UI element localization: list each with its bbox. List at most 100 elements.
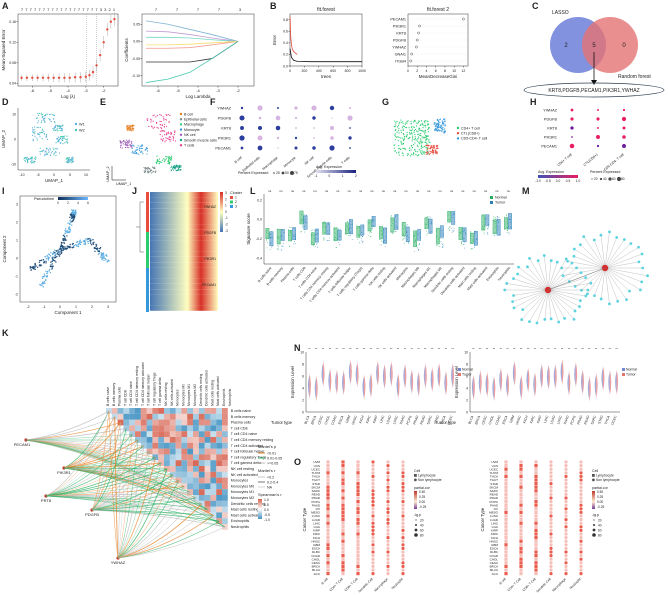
i-cell-point <box>105 254 107 256</box>
e-cell-point <box>134 150 136 152</box>
O1-dot <box>371 568 375 572</box>
h-legend-colorbar <box>538 175 578 178</box>
O2-dot <box>579 510 583 514</box>
i-cell-point <box>95 244 98 246</box>
g-cell-point-cd5 <box>443 132 445 134</box>
e-cell-point <box>130 126 132 128</box>
g-cell-point-cd4 <box>404 123 406 125</box>
l-jitter-point <box>293 227 295 229</box>
l-jitter-point <box>462 237 464 239</box>
k-spearman-tick: -0.5 <box>264 513 270 517</box>
O1-dot <box>341 518 345 522</box>
d-legend-w2-dot <box>74 128 78 132</box>
f-legend-color-tick: 1 <box>342 174 344 178</box>
e-cell-point <box>170 136 172 138</box>
k-gene-label: PRT8 <box>41 498 52 503</box>
k-heat-cell <box>222 419 228 426</box>
k-mantel-edge <box>114 416 119 559</box>
d-cell-point <box>61 125 63 127</box>
k-heat-cell <box>222 500 228 507</box>
h-dot <box>569 143 575 149</box>
a2-ytick-label: 0.00 <box>133 40 140 44</box>
l-jitter-point <box>507 217 508 219</box>
N1-cat-label: STAD <box>433 414 440 424</box>
k-heat-cell <box>210 489 217 495</box>
k-heat-cell <box>175 437 182 443</box>
l-jitter-point <box>338 232 340 234</box>
k-heat-cell <box>216 495 222 501</box>
i-cell-point <box>65 239 67 241</box>
h-row-label: PDGFB <box>544 117 558 121</box>
l-box <box>458 227 463 240</box>
O1-dot <box>386 518 390 522</box>
i-ytick-label: -1 <box>15 274 18 278</box>
i-cell-point <box>52 253 54 256</box>
g-legend-label-0: CD4+ T cell <box>461 126 480 130</box>
k-heat-cell <box>222 408 228 414</box>
k-mantel-edge <box>117 497 197 559</box>
e-cell-point <box>124 141 126 143</box>
e-cell-point <box>131 142 133 144</box>
e-cell-point <box>166 156 168 158</box>
k-heat-cell <box>175 454 182 461</box>
m-edge <box>521 289 549 320</box>
l-jitter-point <box>408 243 410 244</box>
i-cell-point <box>52 256 54 258</box>
g-cell-point-cd4 <box>420 147 422 150</box>
O1-dot <box>341 572 345 576</box>
d-cell-point <box>51 150 53 153</box>
e-cell-point <box>130 130 133 132</box>
d-cell-point <box>43 117 45 120</box>
O2-dot <box>579 572 583 576</box>
g-cell-point-cd4 <box>409 129 411 131</box>
m-edge <box>604 243 631 269</box>
l-jitter-point <box>316 243 318 245</box>
l-jitter-point <box>419 243 420 245</box>
l-jitter-point <box>312 229 313 231</box>
O1-legend-cell-label-1: Non lymphocyte <box>418 478 442 482</box>
l-jitter-point <box>483 218 485 220</box>
d-cell-point <box>41 131 44 134</box>
l-jitter-point <box>427 215 429 217</box>
O1-row-label: BLCA <box>312 568 320 572</box>
O2-row-label: UVM <box>491 460 498 464</box>
O1-row-label: PCPG <box>311 500 320 504</box>
O2-dot <box>549 525 553 529</box>
f-legend-colorbar <box>316 170 356 173</box>
O2-dot <box>534 510 538 514</box>
i-cell-point <box>72 245 75 247</box>
d-cell-point <box>52 147 54 149</box>
j-heat-row <box>150 235 218 241</box>
g-cell-point-ctl <box>427 144 430 147</box>
g-cell-point-cd4 <box>394 125 396 128</box>
i-cell-point <box>44 255 47 258</box>
l-jitter-point <box>403 238 405 240</box>
O1-dot <box>371 464 375 468</box>
k-heat-cell <box>198 448 205 455</box>
b2-xtick-label: 2 <box>416 69 418 73</box>
l-jitter-point <box>428 216 430 217</box>
h-legend-color-title: Avg. Expression <box>538 170 564 174</box>
O2-dot <box>504 510 508 514</box>
e-cell-point <box>141 151 143 153</box>
g-cell-point-ctl <box>429 152 431 155</box>
e-cell-point <box>170 159 172 161</box>
m-edge <box>522 289 549 310</box>
e-cell-point <box>165 132 168 134</box>
l-sig-label: ns <box>450 189 454 193</box>
N1-violin-tumor <box>357 361 359 388</box>
O1-dot <box>326 546 330 550</box>
k-heat-cell <box>216 512 222 519</box>
l-jitter-point <box>351 233 353 235</box>
k-heat-cell <box>181 460 188 466</box>
g-cell-point-ctl <box>426 149 428 151</box>
k-heat-cell <box>222 471 228 478</box>
O1-dot <box>341 467 345 471</box>
d-cell-point <box>39 126 41 129</box>
l-jitter-point <box>265 236 267 238</box>
O1-dot <box>386 561 390 565</box>
d-cell-point <box>35 117 38 119</box>
k-mantel-edge <box>117 468 168 559</box>
m-node <box>549 259 553 262</box>
k-top-label: Plasma cells <box>118 387 122 406</box>
